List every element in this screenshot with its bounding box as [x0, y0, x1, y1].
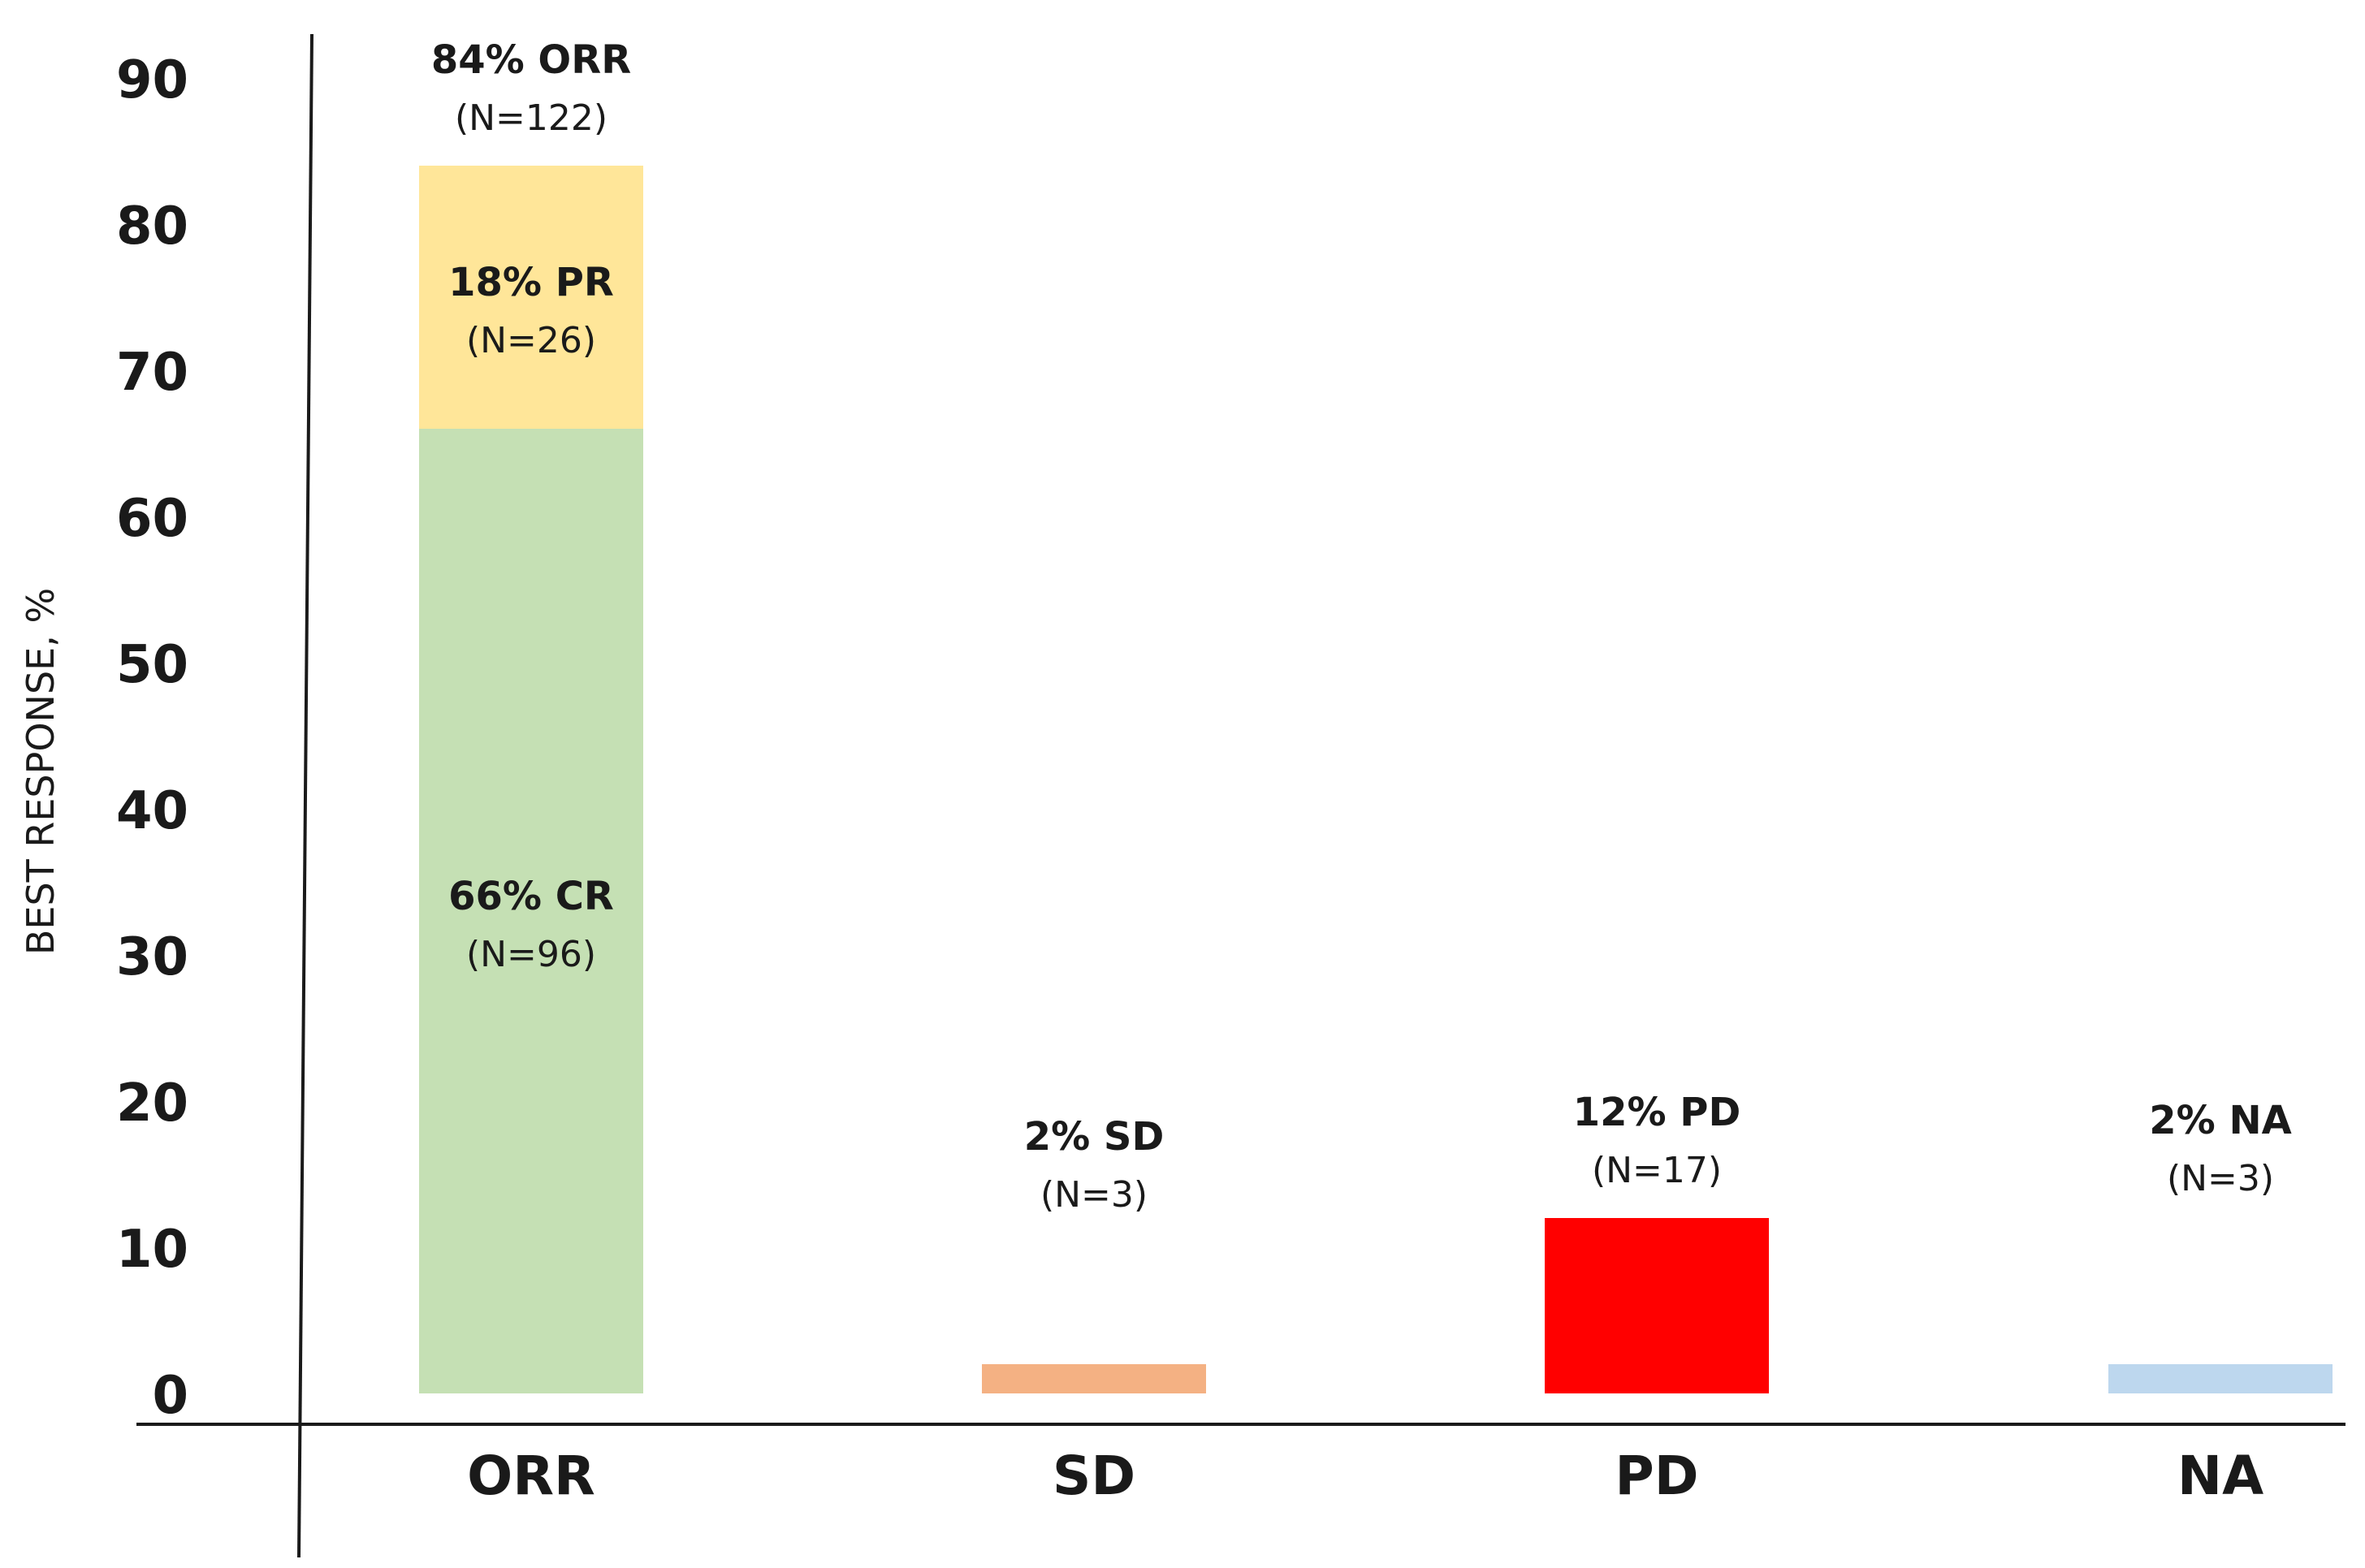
- segment-count-label: (N=26): [466, 320, 596, 361]
- x-category-label: NA: [2177, 1445, 2263, 1507]
- segment-label: 66% CR: [448, 874, 614, 919]
- top-count-label: (N=3): [1040, 1174, 1148, 1216]
- top-label: 2% NA: [2149, 1098, 2292, 1143]
- y-tick-labels: 0 10 20 30 40 50 60 70 80 90: [116, 50, 188, 1426]
- top-count-label: (N=122): [455, 97, 607, 139]
- bars: [419, 166, 2333, 1393]
- x-category-label: ORR: [467, 1445, 595, 1507]
- y-axis-line: [297, 33, 313, 1558]
- y-axis-label: BEST RESPONSE, %: [19, 588, 63, 955]
- y-tick-label: 10: [116, 1220, 188, 1280]
- top-label: 12% PD: [1573, 1090, 1741, 1135]
- y-tick-label: 40: [116, 781, 188, 841]
- top-label: 2% SD: [1024, 1114, 1165, 1160]
- segment-label: 18% PR: [448, 260, 614, 305]
- data-labels: 66% CR (N=96) 18% PR (N=26) 84% ORR (N=122) 2%…: [431, 37, 2292, 1216]
- bar-segment-sd: [982, 1364, 1206, 1393]
- top-count-label: (N=17): [1592, 1150, 1722, 1191]
- axes: [136, 33, 2346, 1558]
- y-tick-label: 30: [116, 927, 188, 987]
- bar-segment-orr: [419, 429, 643, 1393]
- top-label: 84% ORR: [431, 37, 631, 83]
- segment-count-label: (N=96): [466, 934, 596, 975]
- y-tick-label: 50: [116, 635, 188, 695]
- bar-segment-orr: [419, 166, 643, 429]
- bar-segment-na: [2108, 1364, 2333, 1393]
- top-count-label: (N=3): [2167, 1158, 2274, 1199]
- y-tick-label: 20: [116, 1073, 188, 1134]
- x-category-label: PD: [1615, 1445, 1698, 1507]
- x-category-label: SD: [1053, 1445, 1135, 1507]
- y-tick-label: 80: [116, 197, 188, 257]
- x-category-labels: ORR SD PD NA: [467, 1445, 2263, 1507]
- bar-segment-pd: [1545, 1218, 1769, 1393]
- y-tick-label: 0: [152, 1366, 188, 1426]
- y-tick-label: 70: [116, 343, 188, 403]
- y-tick-label: 90: [116, 50, 188, 110]
- y-tick-label: 60: [116, 489, 188, 549]
